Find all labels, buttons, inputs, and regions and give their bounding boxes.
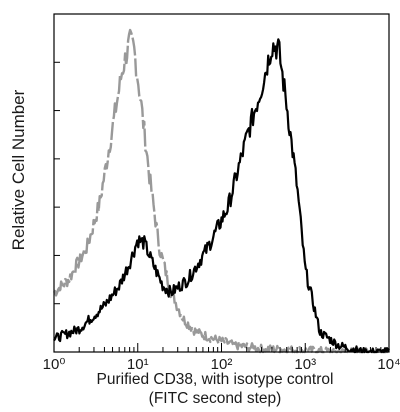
series-cd38-line bbox=[53, 38, 390, 354]
y-axis-label: Relative Cell Number bbox=[9, 89, 28, 251]
x-tick-labels: 10⁰ 10¹ 10² 10³ 10⁴ bbox=[43, 356, 400, 373]
x-axis-subtitle: (FITC second step) bbox=[148, 390, 282, 407]
x-axis-title: Purified CD38, with isotype control bbox=[96, 371, 334, 388]
plot-marks bbox=[52, 28, 390, 354]
y-tick-marks bbox=[54, 61, 60, 305]
x-tick-marks bbox=[53, 343, 390, 352]
x-tick-label: 10³ bbox=[294, 356, 316, 373]
x-tick-label: 10⁴ bbox=[377, 356, 400, 373]
x-tick-label: 10² bbox=[211, 356, 233, 373]
series-isotype-control-line bbox=[52, 28, 390, 354]
x-tick-label: 10¹ bbox=[127, 356, 149, 373]
y-axis-title: Relative Cell Number bbox=[9, 40, 29, 300]
x-tick-label: 10⁰ bbox=[43, 356, 66, 373]
